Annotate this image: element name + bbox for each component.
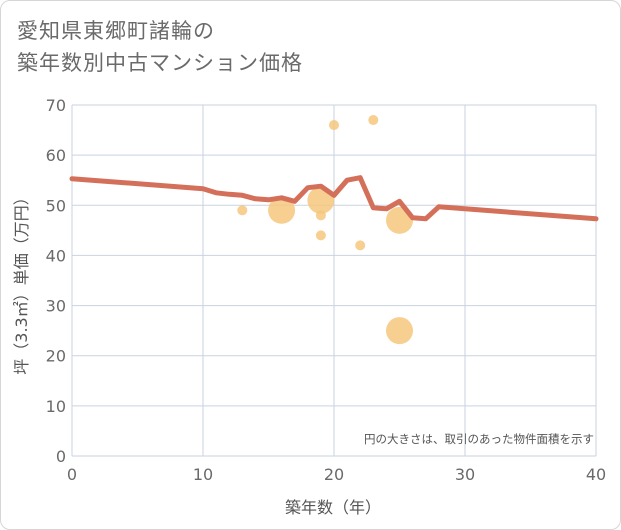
y-axis-title: 坪（3.3㎡）単価（万円） <box>12 189 31 374</box>
bubble-3 <box>315 210 326 221</box>
x-tick-30: 30 <box>455 465 475 484</box>
bubble-9 <box>386 317 413 345</box>
x-tick-0: 0 <box>67 465 77 484</box>
y-tick-20: 20 <box>46 347 66 366</box>
x-tick-labels: 0 10 20 30 40 <box>67 465 606 484</box>
y-tick-0: 0 <box>56 447 66 466</box>
y-tick-40: 40 <box>46 246 66 265</box>
y-tick-70: 70 <box>46 96 66 115</box>
x-tick-20: 20 <box>324 465 344 484</box>
y-tick-10: 10 <box>46 397 66 416</box>
bubble-4 <box>315 230 326 241</box>
y-tick-labels: 0 10 20 30 40 50 60 70 <box>46 96 66 466</box>
x-tick-40: 40 <box>586 465 606 484</box>
size-note: 円の大きさは、取引のあった物件面積を示す <box>364 432 594 446</box>
grid <box>71 104 597 457</box>
y-tick-50: 50 <box>46 196 66 215</box>
trend-line <box>69 175 599 222</box>
y-tick-60: 60 <box>46 146 66 165</box>
chart-title-line-2: 築年数別中古マンション価格 <box>17 51 303 75</box>
bubble-1 <box>268 196 296 224</box>
chart-title-line-1: 愛知県東郷町諸輪の <box>17 19 215 43</box>
x-axis-title: 築年数（年） <box>285 498 381 517</box>
chart-title: 愛知県東郷町諸輪の 築年数別中古マンション価格 <box>17 15 303 79</box>
bubble-6 <box>355 240 366 251</box>
trend-line-group <box>69 175 599 222</box>
bubbles <box>237 115 413 345</box>
bubble-5 <box>329 120 339 131</box>
bubble-0 <box>237 205 248 216</box>
y-tick-30: 30 <box>46 297 66 316</box>
x-tick-10: 10 <box>193 465 213 484</box>
bubble-7 <box>368 115 379 126</box>
